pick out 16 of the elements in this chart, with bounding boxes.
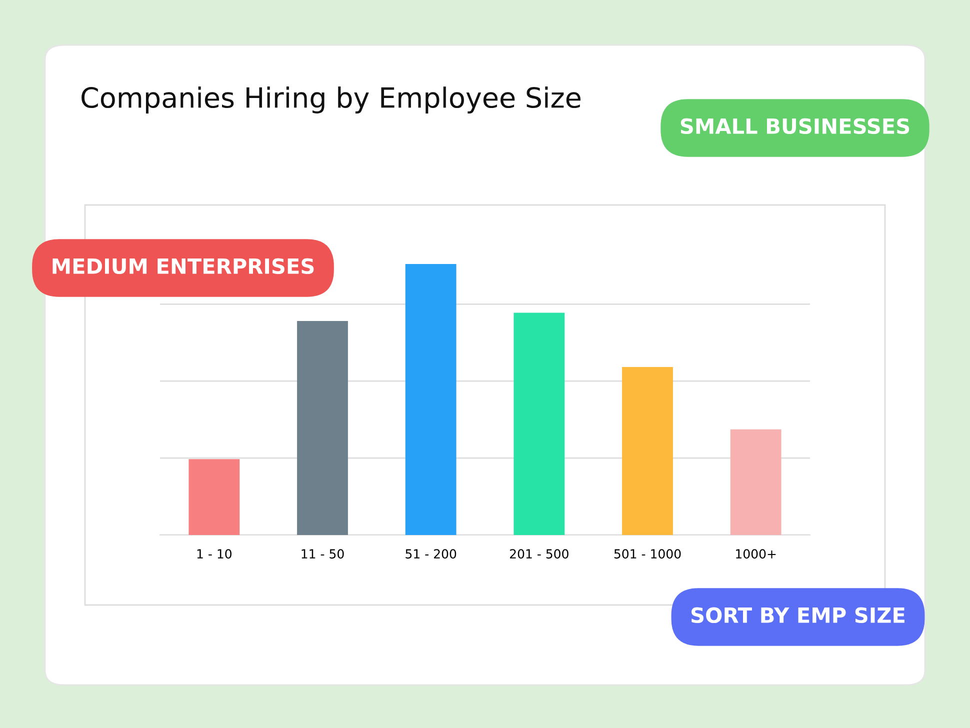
x-tick-label: 501 - 1000 (614, 549, 681, 559)
x-tick-label: 11 - 50 (302, 549, 344, 559)
x-tick-label: 201 - 500 (510, 549, 568, 559)
x-tick-label: 51 - 200 (406, 549, 456, 559)
bar (188, 459, 240, 535)
bar (622, 367, 673, 535)
text: SMALL BUSINESSES (680, 118, 910, 134)
bar (405, 264, 456, 535)
x-tick-label: 1 - 10 (197, 549, 232, 559)
bar (730, 429, 782, 535)
bar (514, 312, 565, 535)
annotation: MEDIUM ENTERPRISES (52, 258, 314, 274)
x-tick-label: 1000+ (736, 549, 776, 559)
bar (297, 320, 348, 535)
chart-title: Companies Hiring by Employee Size (82, 86, 580, 114)
text: SORT BY EMP SIZE (692, 607, 904, 624)
